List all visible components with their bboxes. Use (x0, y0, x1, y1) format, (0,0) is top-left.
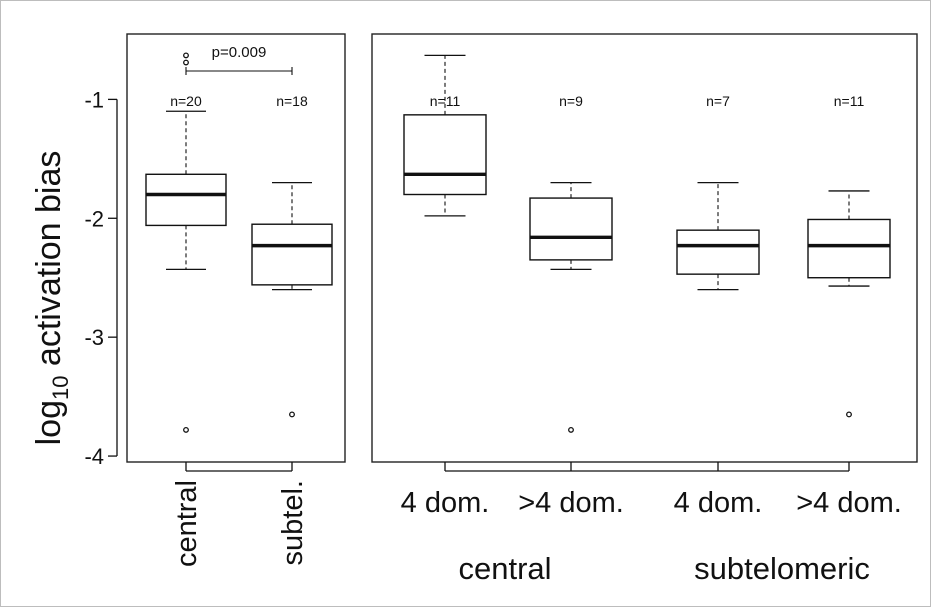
x-category-label: subtel. (277, 480, 309, 565)
box-iqr (807, 218, 891, 279)
outlier-point (568, 426, 574, 433)
y-axis: -1 -2 -3 -4 (84, 87, 118, 469)
x-category-label: >4 dom. (518, 487, 624, 519)
y-tick-label: -1 (84, 87, 104, 112)
group-label-central: central (458, 551, 551, 586)
y-tick-label: -2 (84, 206, 104, 231)
y-axis-label: log10 activation bias (30, 151, 73, 446)
box-iqr (145, 173, 227, 227)
y-tick-label: -3 (84, 325, 104, 350)
y-axis-label-subscript: 10 (48, 376, 73, 400)
x-category-label: central (171, 480, 203, 567)
left-panel: n=20 central n=18 subtel. p=0.009 (145, 44, 333, 567)
sample-size-label: n=18 (276, 93, 308, 109)
significance-label: p=0.009 (212, 44, 267, 61)
sample-size-label: n=11 (834, 93, 865, 109)
box-iqr (251, 223, 333, 286)
right-panel: n=11 4 dom. n=9 >4 dom. n=7 4 dom. n=11 >4 dom. (401, 54, 902, 519)
outlier-point (183, 59, 189, 66)
x-category-label: 4 dom. (401, 487, 490, 519)
outlier-point (183, 52, 189, 59)
x-category-label: 4 dom. (674, 487, 763, 519)
right-panel-frame (371, 33, 918, 463)
x-category-label: >4 dom. (796, 487, 902, 519)
sample-size-label: n=7 (706, 93, 730, 109)
y-tick-label: -4 (84, 444, 104, 469)
box-iqr (403, 114, 487, 196)
outlier-point (183, 426, 189, 433)
left-panel-frame (126, 33, 346, 463)
sample-size-label: n=20 (170, 93, 202, 109)
outlier-point (289, 411, 295, 418)
y-axis-label-main: log (30, 400, 68, 445)
sample-size-label: n=11 (430, 93, 461, 109)
outlier-point (846, 411, 852, 418)
box-iqr (676, 229, 760, 275)
group-label-subtelomeric: subtelomeric (694, 551, 870, 586)
y-axis-label-rest: activation bias (30, 151, 68, 376)
box-iqr (529, 197, 613, 261)
sample-size-label: n=9 (559, 93, 583, 109)
